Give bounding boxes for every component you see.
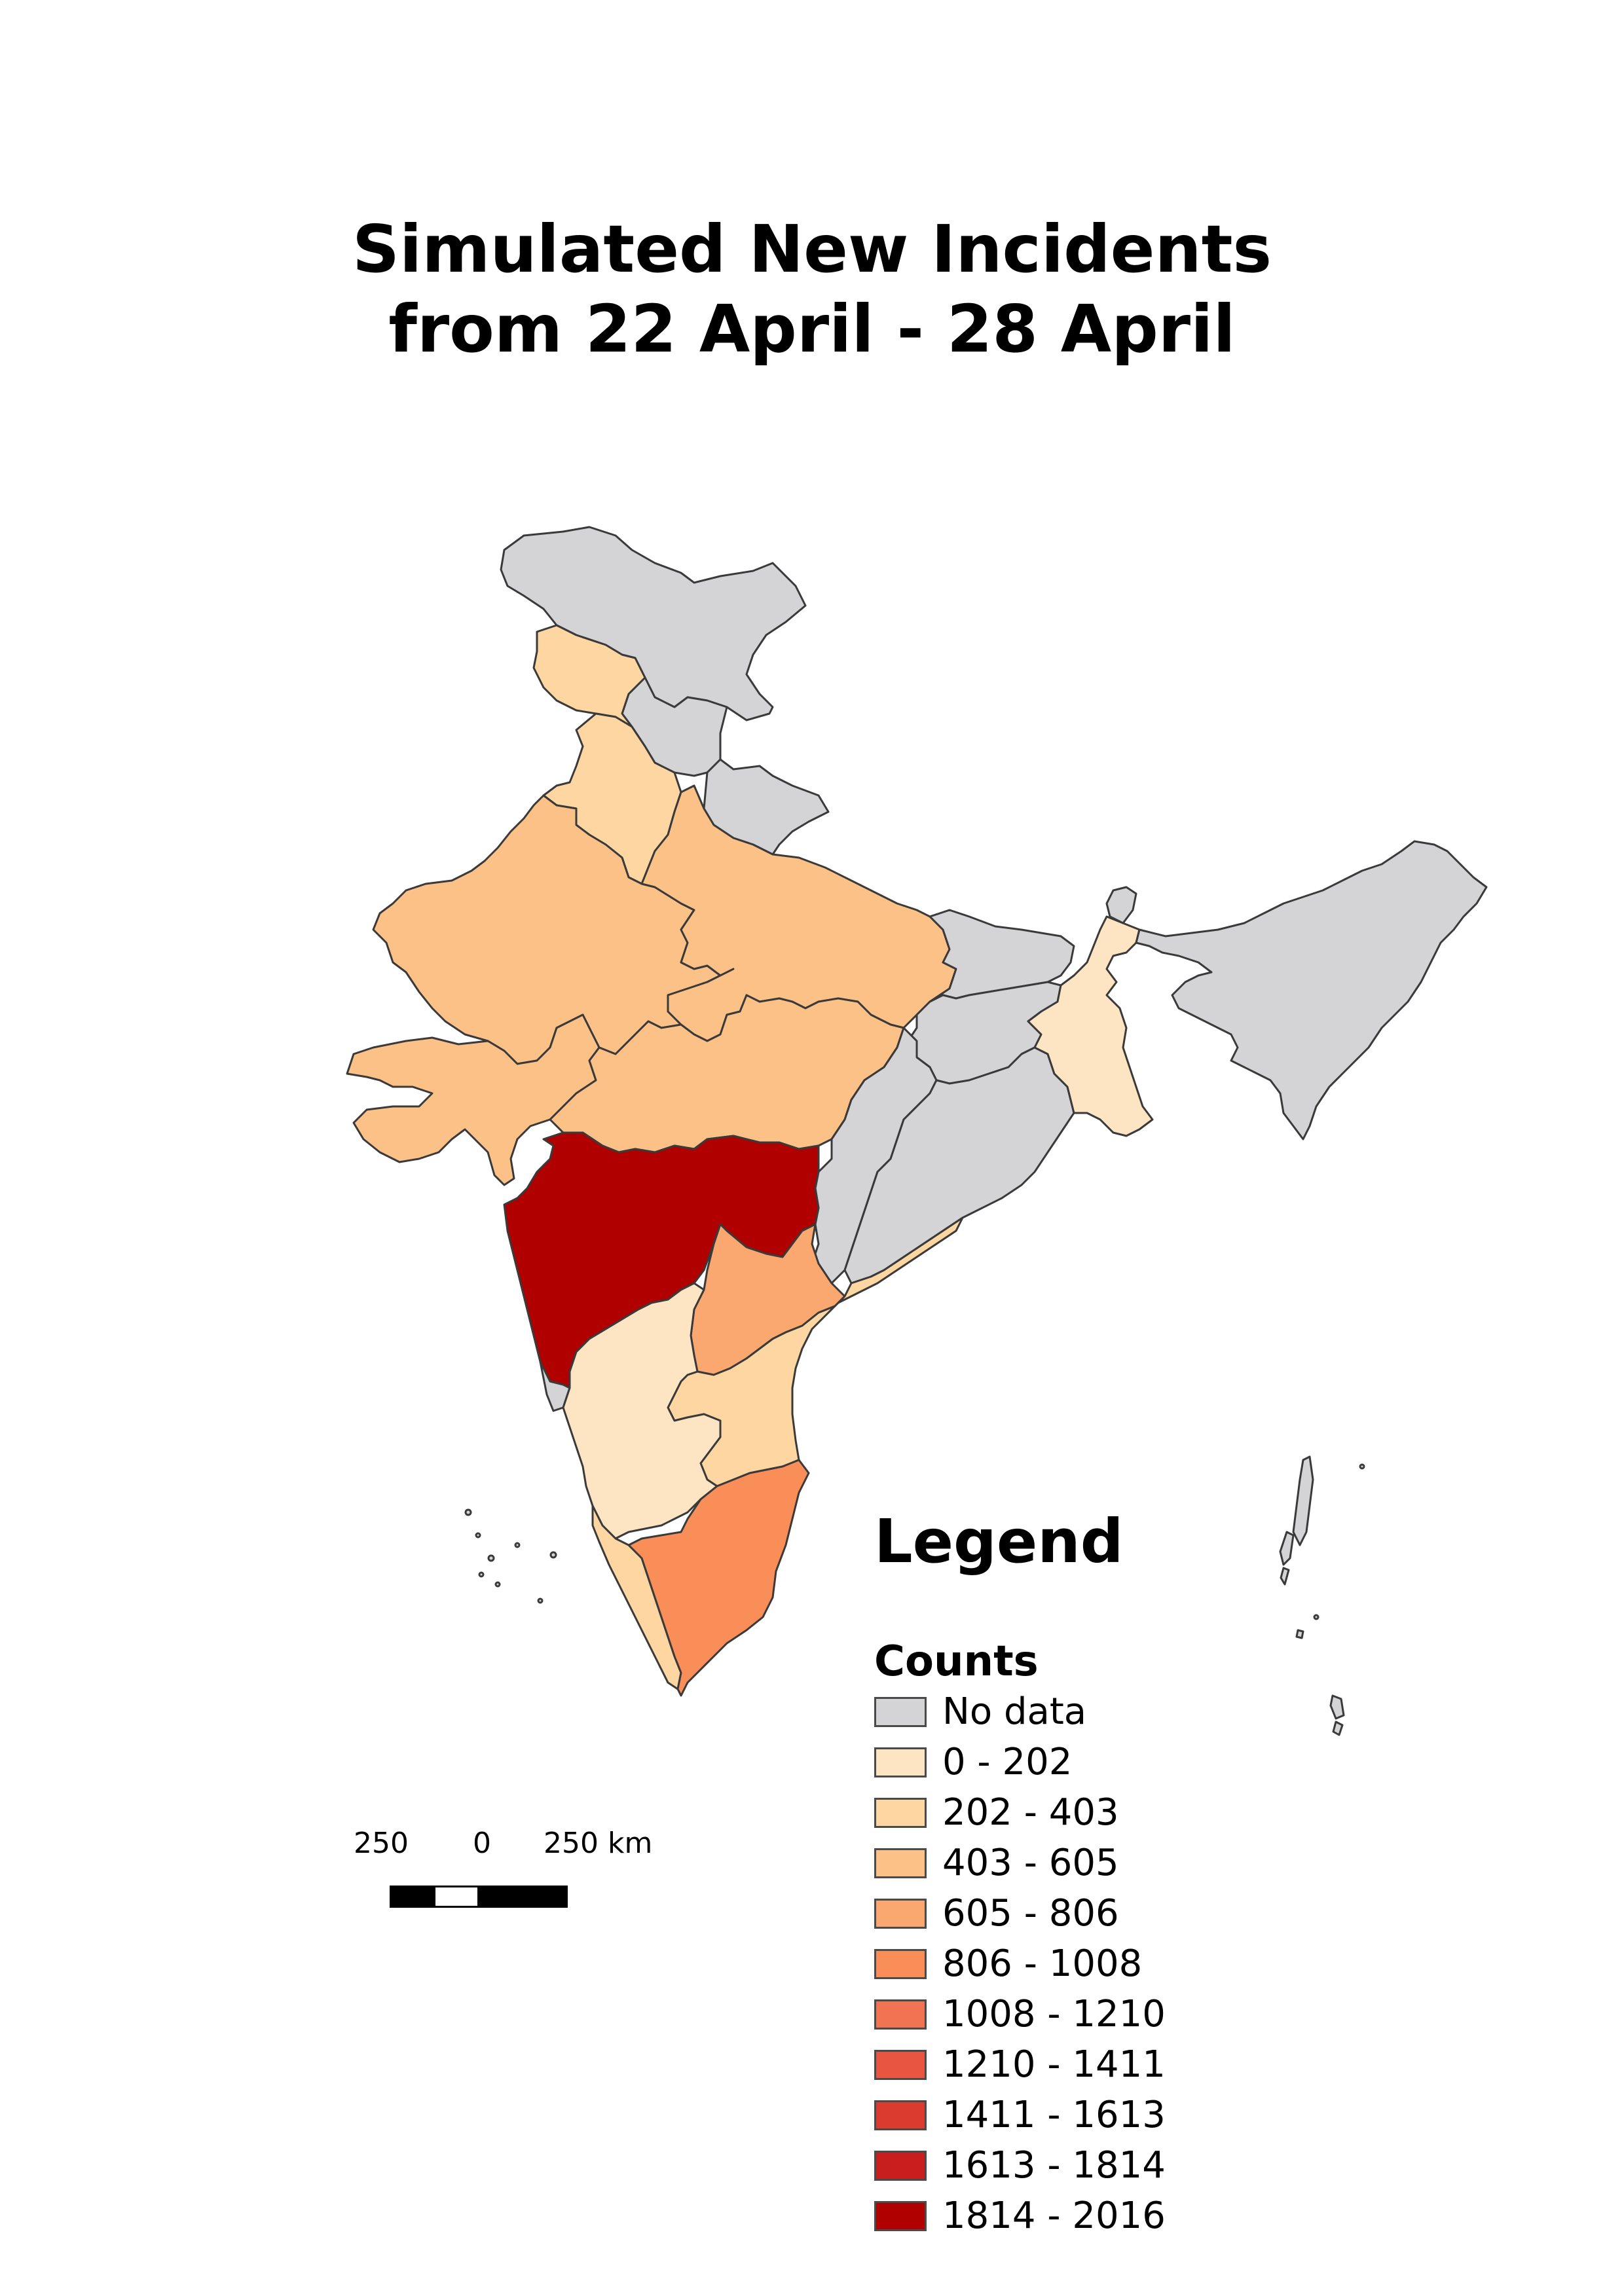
region-west-bengal: West Bengal bbox=[1027, 915, 1154, 1137]
legend-label: 1411 - 1613 bbox=[942, 2094, 1166, 2136]
legend-label: 0 - 202 bbox=[942, 1741, 1073, 1783]
legend-swatch bbox=[874, 1848, 927, 1878]
legend-rows: No data 0 - 202 202 - 403 403 - 605 605 - 80… bbox=[874, 1686, 1166, 2241]
legend-heading: Legend bbox=[874, 1506, 1124, 1576]
legend-swatch bbox=[874, 2049, 927, 2080]
map-title: Simulated New Incidents from 22 April - … bbox=[0, 210, 1624, 369]
legend-item: No data bbox=[874, 1686, 1166, 1737]
legend-label: 1613 - 1814 bbox=[942, 2144, 1166, 2187]
region-islands: Andaman & Nicobar / Lakshadweep Andaman … bbox=[464, 1455, 1365, 1736]
legend-label: 806 - 1008 bbox=[942, 1942, 1143, 1985]
legend-label: No data bbox=[942, 1690, 1087, 1733]
legend-swatch bbox=[874, 1696, 927, 1727]
scale-bar-segment bbox=[390, 1886, 435, 1908]
region-punjab: Punjab bbox=[532, 624, 646, 728]
legend-item: 1814 - 2016 bbox=[874, 2191, 1166, 2241]
legend-item: 202 - 403 bbox=[874, 1787, 1166, 1838]
legend-label: 1814 - 2016 bbox=[942, 2195, 1166, 2237]
legend-swatch bbox=[874, 1999, 927, 2030]
legend-item: 0 - 202 bbox=[874, 1737, 1166, 1787]
legend-swatch bbox=[874, 1898, 927, 1929]
region-gujarat: Gujarat bbox=[346, 1013, 600, 1186]
legend-label: 605 - 806 bbox=[942, 1892, 1119, 1935]
legend-subheading: Counts bbox=[874, 1637, 1039, 1686]
legend-item: 403 - 605 bbox=[874, 1838, 1166, 1888]
legend-swatch bbox=[874, 2150, 927, 2181]
legend-label: 202 - 403 bbox=[942, 1791, 1119, 1834]
region-sikkim: Sikkim bbox=[1105, 886, 1137, 924]
region-north-east: North-East States bbox=[1135, 840, 1488, 1140]
legend-item: 1411 - 1613 bbox=[874, 2090, 1166, 2140]
legend-item: 1613 - 1814 bbox=[874, 2140, 1166, 2191]
legend-item: 1008 - 1210 bbox=[874, 1989, 1166, 2039]
region-maharashtra: Maharashtra bbox=[503, 1131, 820, 1389]
scale-bar-left-label: 250 bbox=[354, 1827, 409, 1860]
legend-item: 1210 - 1411 bbox=[874, 2039, 1166, 2090]
legend-swatch bbox=[874, 1948, 927, 1979]
legend-swatch bbox=[874, 1747, 927, 1777]
map-title-line-2: from 22 April - 28 April bbox=[388, 291, 1236, 367]
scale-bar-segment bbox=[434, 1886, 479, 1908]
legend-label: 403 - 605 bbox=[942, 1842, 1119, 1884]
region-tamil-nadu: Tamil Nadu bbox=[627, 1459, 810, 1697]
legend-swatch bbox=[874, 2100, 927, 2130]
legend-label: 1008 - 1210 bbox=[942, 1993, 1166, 2035]
legend-label: 1210 - 1411 bbox=[942, 2043, 1166, 2086]
legend-item: 605 - 806 bbox=[874, 1888, 1166, 1939]
legend: Legend Counts No data 0 - 202 202 - 403 403… bbox=[874, 1506, 1166, 2241]
legend-swatch bbox=[874, 2200, 927, 2231]
legend-item: 806 - 1008 bbox=[874, 1939, 1166, 1989]
scale-bar-mid-label: 0 bbox=[473, 1827, 491, 1860]
legend-swatch bbox=[874, 1797, 927, 1828]
scale-bar-segment bbox=[477, 1886, 568, 1908]
map-title-line-1: Simulated New Incidents bbox=[352, 211, 1272, 287]
scale-bar-right-label: 250 km bbox=[544, 1827, 653, 1860]
